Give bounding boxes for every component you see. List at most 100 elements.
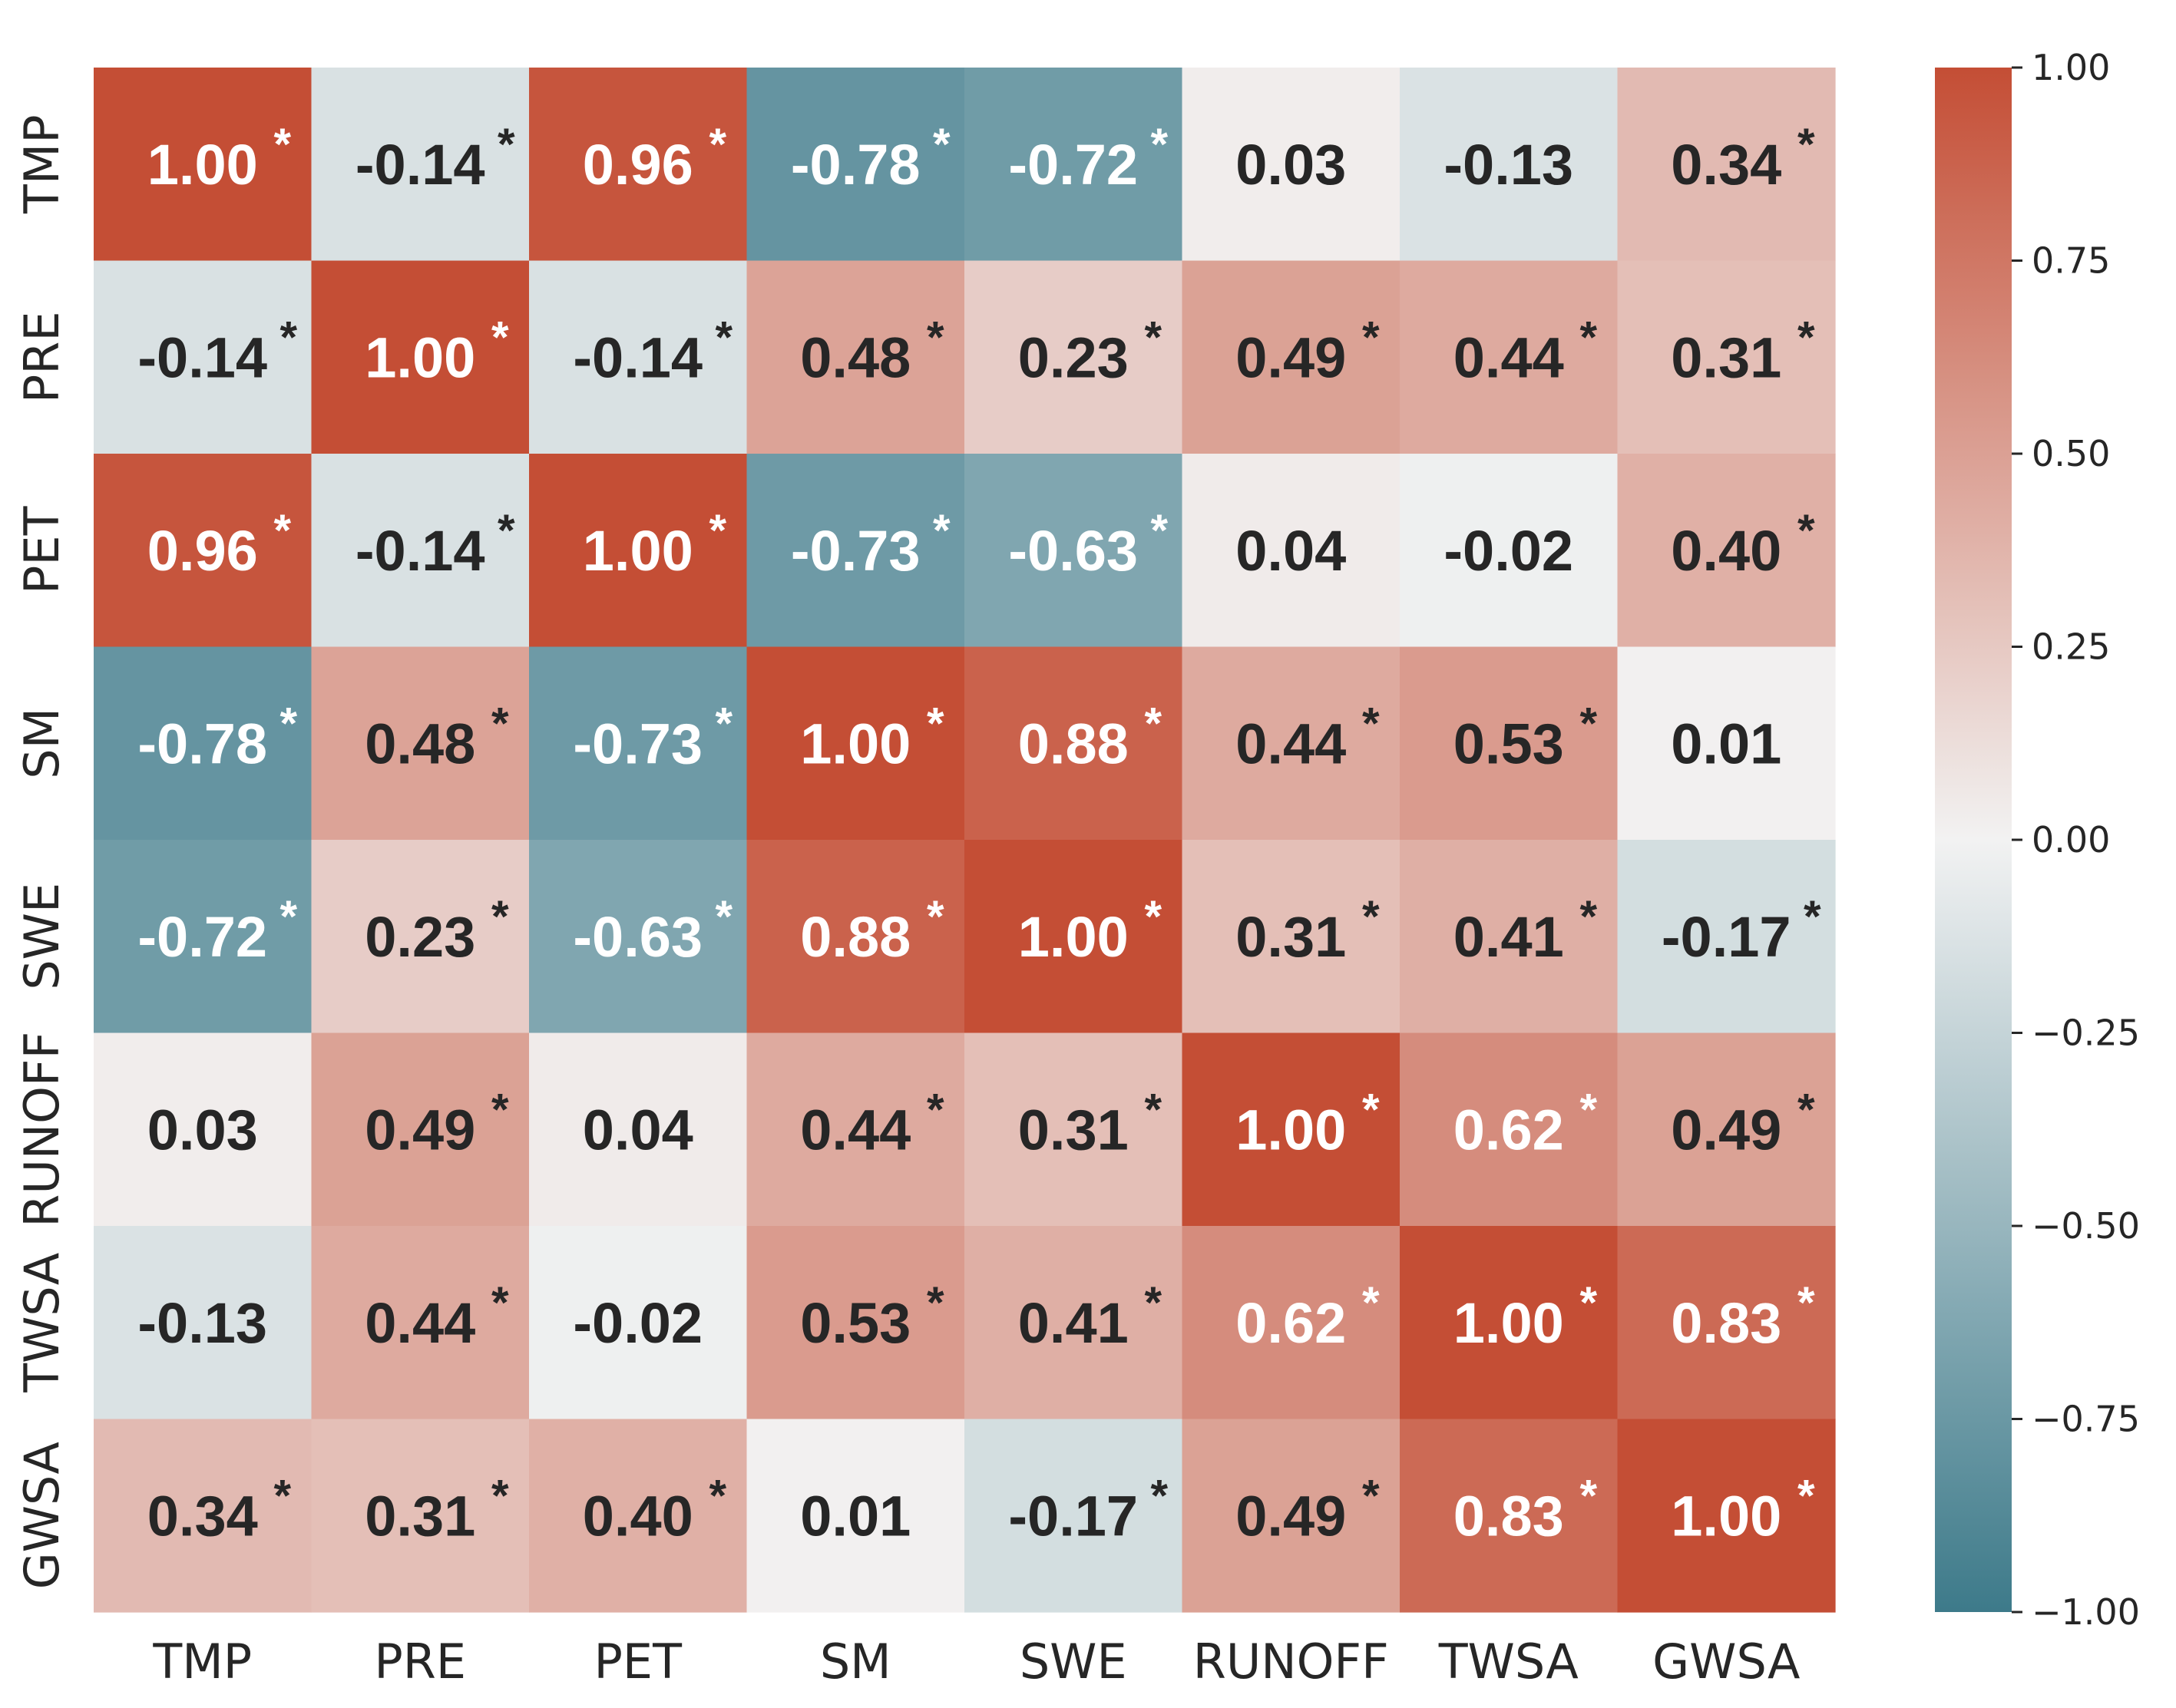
heatmap-cell-pre-swe <box>964 260 1183 454</box>
significance-marker: * <box>1797 506 1815 556</box>
significance-marker: * <box>491 1278 509 1328</box>
colorbar-tick-label: −0.25 <box>2032 1013 2140 1054</box>
heatmap-cell-gwsa-twsa <box>1400 1419 1619 1613</box>
heatmap-cell-pet-pet <box>529 454 748 648</box>
cell-value-label: -0.63 <box>573 905 703 969</box>
heatmap-cell-tmp-gwsa <box>1617 68 1836 262</box>
column-labels: TMP PRE PET SM SWE RUNOFF TWSA GWSA <box>152 1634 1800 1690</box>
heatmap-cell-pre-runoff <box>1182 260 1401 454</box>
significance-marker: * <box>1579 1278 1597 1328</box>
row-label-pet: PET <box>14 505 70 594</box>
significance-marker: * <box>491 1085 509 1135</box>
significance-marker: * <box>279 892 297 942</box>
cell-value-label: -0.14 <box>137 325 267 389</box>
cell-value-label: 1.00 <box>1453 1291 1564 1355</box>
significance-marker: * <box>1579 699 1597 748</box>
significance-marker: * <box>927 892 944 942</box>
column-label-runoff: RUNOFF <box>1193 1634 1389 1690</box>
colorbar: 1.00 0.75 0.50 0.25 0.00 −0.25 −0.50 −0.75 −1.00 <box>1935 47 2140 1633</box>
colorbar-tick-label: 0.50 <box>2032 433 2110 474</box>
cell-value-label: 1.00 <box>800 712 911 775</box>
significance-marker: * <box>491 892 509 942</box>
heatmap-cell-twsa-pet <box>529 1226 748 1420</box>
significance-marker: * <box>933 506 951 556</box>
heatmap-cell-sm-runoff <box>1182 646 1401 841</box>
cell-value-label: 0.48 <box>800 325 911 389</box>
heatmap-cell-gwsa-tmp <box>94 1419 313 1613</box>
heatmap-cell-swe-tmp <box>94 840 313 1034</box>
heatmap-cell-runoff-twsa <box>1400 1032 1619 1227</box>
significance-marker: * <box>927 699 944 748</box>
cell-value-label: 0.41 <box>1018 1291 1129 1355</box>
significance-marker: * <box>715 312 732 362</box>
significance-marker: * <box>491 699 509 748</box>
significance-marker: * <box>1144 1085 1162 1135</box>
heatmap-cell-tmp-tmp <box>94 68 313 262</box>
heatmap-cell-swe-gwsa <box>1617 840 1836 1034</box>
heatmap-cell-tmp-runoff <box>1182 68 1401 262</box>
heatmap-cell-pet-pre <box>311 454 530 648</box>
cell-value-label: 0.31 <box>365 1484 475 1548</box>
significance-marker: * <box>1150 1471 1168 1521</box>
heatmap-cell-gwsa-swe <box>964 1419 1183 1613</box>
significance-marker: * <box>927 1085 944 1135</box>
significance-marker: * <box>279 699 297 748</box>
heatmap-cell-twsa-runoff <box>1182 1226 1401 1420</box>
column-label-tmp: TMP <box>152 1634 252 1690</box>
cell-value-label: -0.17 <box>1662 905 1791 969</box>
significance-marker: * <box>498 506 515 556</box>
colorbar-tick-label: −1.00 <box>2032 1591 2140 1633</box>
cell-value-label: 0.53 <box>800 1291 911 1355</box>
cell-value-label: 1.00 <box>1671 1484 1781 1548</box>
cell-value-label: 0.83 <box>1671 1291 1781 1355</box>
heatmap-cell-pet-runoff <box>1182 454 1401 648</box>
column-label-pet: PET <box>594 1634 683 1690</box>
cell-value-label: 0.44 <box>1453 325 1564 389</box>
colorbar-tick-label: −0.75 <box>2032 1399 2140 1440</box>
heatmap-cell-pet-sm <box>746 454 965 648</box>
heatmap-cell-pre-sm <box>746 260 965 454</box>
significance-marker: * <box>1362 1278 1380 1328</box>
heatmap-cell-gwsa-sm <box>746 1419 965 1613</box>
significance-marker: * <box>279 312 297 362</box>
cell-value-label: 1.00 <box>147 133 258 197</box>
significance-marker: * <box>1144 699 1162 748</box>
cell-value-label: 0.53 <box>1453 712 1564 775</box>
heatmap-cell-tmp-pre <box>311 68 530 262</box>
cell-value-label: 0.23 <box>365 905 475 969</box>
heatmap-cell-runoff-pet <box>529 1032 748 1227</box>
heatmap-cell-pre-gwsa <box>1617 260 1836 454</box>
cell-value-label: 0.01 <box>800 1484 911 1548</box>
cell-value-label: 0.34 <box>1671 133 1781 197</box>
cell-value-label: -0.73 <box>573 712 703 775</box>
heatmap-cell-gwsa-gwsa <box>1617 1419 1836 1613</box>
column-label-swe: SWE <box>1020 1634 1127 1690</box>
cell-value-label: 0.96 <box>583 133 693 197</box>
cell-value-label: 0.62 <box>1235 1291 1346 1355</box>
cell-value-label: 0.96 <box>147 519 258 583</box>
cell-value-label: 0.49 <box>365 1098 475 1161</box>
heatmap-cell-tmp-sm <box>746 68 965 262</box>
cell-value-label: 0.31 <box>1671 325 1781 389</box>
heatmap-cell-runoff-sm <box>746 1032 965 1227</box>
cell-value-label: 0.49 <box>1235 325 1346 389</box>
significance-marker: * <box>273 120 291 170</box>
cell-value-label: 0.49 <box>1235 1484 1346 1548</box>
significance-marker: * <box>1797 1471 1815 1521</box>
cell-value-label: -0.17 <box>1008 1484 1138 1548</box>
heatmap-cell-gwsa-runoff <box>1182 1419 1401 1613</box>
row-label-pre: PRE <box>14 311 70 403</box>
heatmap-cell-sm-gwsa <box>1617 646 1836 841</box>
heatmap-cell-pre-pet <box>529 260 748 454</box>
row-label-gwsa: GWSA <box>14 1442 70 1589</box>
heatmap-cell-swe-pet <box>529 840 748 1034</box>
cell-value-label: 0.40 <box>583 1484 693 1548</box>
heatmap-cell-twsa-tmp <box>94 1226 313 1420</box>
significance-marker: * <box>1362 699 1380 748</box>
heatmap-cell-runoff-tmp <box>94 1032 313 1227</box>
row-labels: TMP PRE PET SM SWE RUNOFF TWSA GWSA <box>14 114 70 1589</box>
cell-value-label: 0.44 <box>365 1291 475 1355</box>
colorbar-tick-label: 0.75 <box>2032 240 2110 282</box>
cell-value-label: -0.72 <box>137 905 267 969</box>
row-label-sm: SM <box>14 708 70 779</box>
